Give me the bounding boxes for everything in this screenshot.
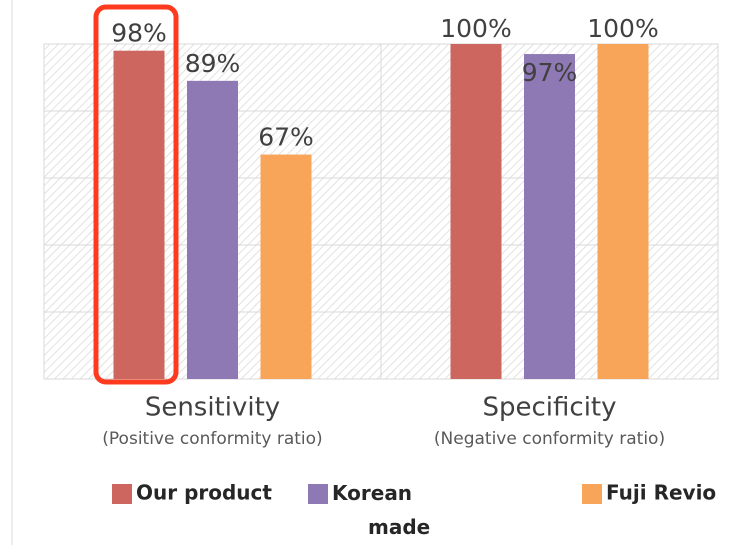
- bar: [597, 44, 649, 379]
- legend-label-line: made: [368, 515, 430, 539]
- bar: [113, 50, 165, 379]
- value-label: 89%: [185, 49, 241, 78]
- legend-label: Our product: [136, 481, 272, 505]
- highlight-box: [93, 4, 179, 385]
- category-note: (Positive conformity ratio): [102, 429, 322, 449]
- legend-label: Korean made: [332, 481, 430, 539]
- value-label: 100%: [587, 14, 658, 43]
- bar: [450, 44, 502, 379]
- value-label: 100%: [440, 14, 511, 43]
- legend-swatch: [308, 484, 328, 504]
- legend-swatch: [112, 484, 132, 504]
- bar: [187, 80, 238, 379]
- plot-border: [43, 43, 719, 380]
- value-label: 97%: [522, 58, 578, 87]
- value-label: 98%: [111, 19, 167, 48]
- legend-label: Fuji Revio: [606, 481, 716, 505]
- value-label: 67%: [258, 123, 314, 152]
- bar: [524, 54, 575, 380]
- legend-swatch: [582, 484, 602, 504]
- x-tick-label: Specificity: [483, 393, 617, 423]
- x-tick-label: Sensitivity: [145, 393, 280, 423]
- legend-label-line: Korean: [332, 481, 412, 505]
- category-note: (Negative conformity ratio): [434, 429, 665, 449]
- bar: [260, 154, 312, 379]
